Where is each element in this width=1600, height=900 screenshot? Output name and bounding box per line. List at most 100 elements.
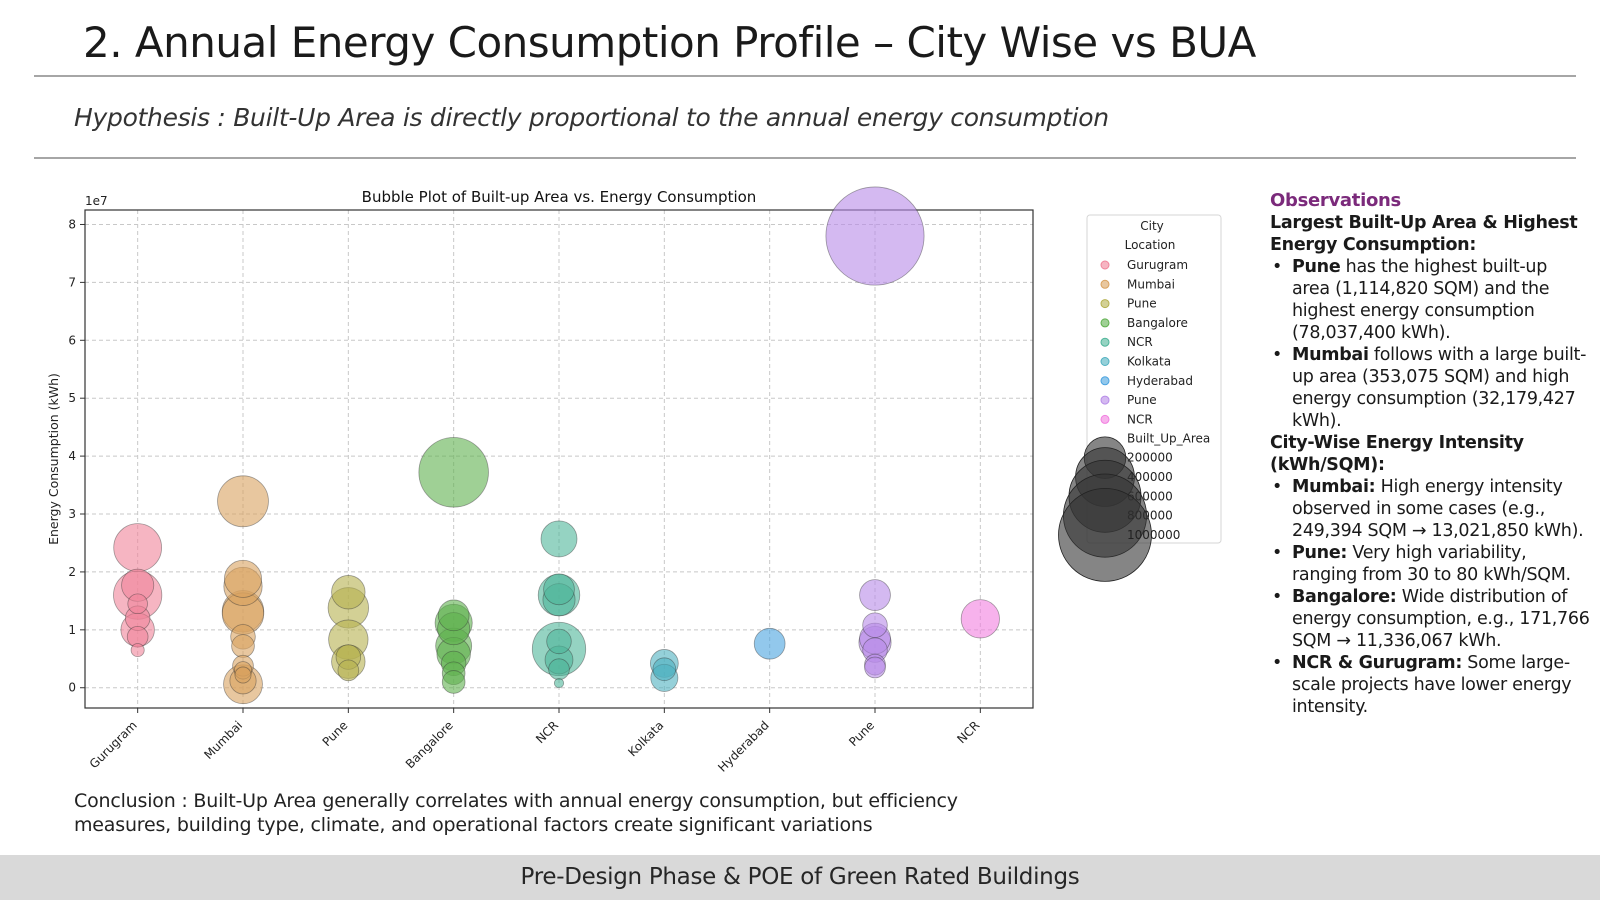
- legend-size-label: 1000000: [1127, 528, 1180, 542]
- y-tick-label: 1: [68, 623, 76, 637]
- bubble-point: [217, 475, 269, 528]
- bubble-point: [130, 643, 145, 658]
- y-tick-label: 5: [68, 391, 76, 405]
- legend-marker: [1100, 299, 1110, 309]
- x-tick-label: Pune: [846, 718, 877, 749]
- title-divider: [34, 75, 1576, 77]
- bubble-point: [113, 523, 163, 572]
- bubble-chart: 0 1 2 3 4 5 6 7 8 Gurugram Mumbai Pune Bangalore NCR K…: [40, 185, 1260, 785]
- bubble-point: [418, 437, 489, 508]
- bubble-chart-svg: 0 1 2 3 4 5 6 7 8 Gurugram Mumbai Pune Bangalore NCR K…: [46, 186, 1222, 775]
- legend-marker: [1100, 260, 1110, 270]
- conclusion-text: Conclusion : Built-Up Area generally cor…: [74, 789, 1074, 837]
- bubble-point: [553, 678, 565, 689]
- observation-item: Pune: Very high variability, ranging fro…: [1270, 542, 1590, 586]
- bubble-point: [960, 599, 1000, 639]
- x-tick-label: Pune: [320, 718, 351, 749]
- observation-item-text: High energy intensity observed in some c…: [1292, 477, 1584, 541]
- y-tick-label: 2: [68, 565, 76, 579]
- observation-item-bold: Mumbai:: [1292, 477, 1376, 497]
- legend-entry: Pune: [1127, 297, 1157, 311]
- legend-marker: [1100, 279, 1110, 289]
- legend-entry: Mumbai: [1127, 277, 1175, 291]
- legend-entry: Kolkata: [1127, 355, 1171, 369]
- observation-item-bold: NCR & Gurugram:: [1292, 653, 1463, 673]
- legend-entry: Gurugram: [1127, 258, 1188, 272]
- observation-item: Pune has the highest built-up area (1,11…: [1270, 256, 1590, 344]
- legend-entry: NCR: [1127, 335, 1153, 349]
- bubble-point: [231, 634, 255, 658]
- y-axis-multiplier: 1e7: [85, 194, 108, 208]
- x-tick-label: NCR: [533, 718, 561, 746]
- observation-item-bold: Pune: [1292, 257, 1341, 277]
- observation-item: Mumbai follows with a large built-up are…: [1270, 344, 1590, 432]
- y-tick-label: 4: [68, 449, 76, 463]
- observation-item-text: has the highest built-up area (1,114,820…: [1292, 257, 1550, 343]
- observation-item-bold: Mumbai: [1292, 345, 1369, 365]
- x-tick-label: Hyderabad: [715, 718, 772, 775]
- legend-size-marker: [1058, 487, 1152, 582]
- legend-entry: Pune: [1127, 393, 1157, 407]
- observation-item-bold: Pune:: [1292, 543, 1348, 563]
- bubble-point: [825, 186, 925, 286]
- legend-size-label: 200000: [1127, 451, 1173, 465]
- legend-size-label: 400000: [1127, 470, 1173, 484]
- hypothesis-divider: [34, 157, 1576, 159]
- x-tick-label: NCR: [954, 718, 982, 746]
- bubble-point: [862, 612, 888, 638]
- bubble-point: [127, 593, 148, 615]
- observations-title: Observations: [1270, 190, 1401, 211]
- legend-entry: NCR: [1127, 412, 1153, 426]
- bubble-point: [652, 657, 677, 681]
- bubble-point: [864, 656, 886, 679]
- y-axis-label: Energy Consumption (kWh): [46, 373, 61, 545]
- observations-heading-2: City-Wise Energy Intensity (kWh/SQM):: [1270, 433, 1524, 475]
- bubble-point: [223, 559, 262, 598]
- observation-item-text: Some large-scale projects have lower ene…: [1292, 653, 1572, 717]
- y-tick-label: 7: [68, 275, 76, 289]
- bubble-point: [540, 520, 578, 558]
- legend-marker: [1100, 318, 1110, 328]
- y-tick-label: 8: [68, 217, 76, 231]
- observation-item: Mumbai: High energy intensity observed i…: [1270, 476, 1590, 542]
- plot-frame: [84, 209, 1034, 709]
- observations-panel: Observations Largest Built-Up Area & Hig…: [1270, 190, 1590, 718]
- observation-item: Bangalore: Wide distribution of energy c…: [1270, 586, 1590, 652]
- bubble-point: [437, 599, 470, 632]
- observations-list-2: Mumbai: High energy intensity observed i…: [1270, 476, 1590, 718]
- bubble-point: [441, 670, 466, 694]
- legend-subtitle: Location: [1125, 238, 1176, 252]
- bubble-point: [234, 666, 252, 684]
- footer-bar: Pre-Design Phase & POE of Green Rated Bu…: [0, 855, 1600, 900]
- bubble-point: [753, 627, 786, 660]
- observations-heading-1: Largest Built-Up Area & Highest Energy C…: [1270, 213, 1578, 255]
- conclusion-line-1: Conclusion : Built-Up Area generally cor…: [74, 790, 958, 812]
- x-tick-label: Kolkata: [625, 718, 666, 759]
- slide-title: 2. Annual Energy Consumption Profile – C…: [83, 18, 1256, 67]
- observation-item-text: follows with a large built-up area (353,…: [1292, 345, 1587, 431]
- legend-marker: [1100, 357, 1110, 366]
- x-tick-label: Mumbai: [201, 718, 245, 762]
- observations-list-1: Pune has the highest built-up area (1,11…: [1270, 256, 1590, 432]
- legend-marker: [1100, 414, 1110, 424]
- observation-item: NCR & Gurugram: Some large-scale project…: [1270, 652, 1590, 718]
- legend-marker: [1100, 337, 1110, 347]
- legend-entry: Bangalore: [1127, 316, 1188, 330]
- bubble-point: [548, 658, 570, 681]
- conclusion-line-2: measures, building type, climate, and op…: [74, 814, 873, 836]
- observation-item-text: Very high variability, ranging from 30 t…: [1292, 543, 1571, 585]
- observation-item-bold: Bangalore:: [1292, 587, 1397, 607]
- y-tick-label: 3: [68, 507, 76, 521]
- x-tick-label: Bangalore: [403, 718, 456, 771]
- x-tick-label: Gurugram: [87, 718, 140, 771]
- legend-entry: Hyderabad: [1127, 374, 1193, 388]
- chart-title: Bubble Plot of Built-up Area vs. Energy …: [362, 188, 757, 206]
- bubble-point: [859, 579, 891, 611]
- bubble-point: [337, 659, 360, 682]
- bubble-point: [543, 573, 575, 606]
- legend-marker: [1100, 376, 1110, 386]
- legend-size-title: Built_Up_Area: [1127, 432, 1210, 446]
- legend-title: City: [1140, 219, 1164, 233]
- y-tick-label: 6: [68, 333, 76, 347]
- footer-text: Pre-Design Phase & POE of Green Rated Bu…: [520, 864, 1080, 890]
